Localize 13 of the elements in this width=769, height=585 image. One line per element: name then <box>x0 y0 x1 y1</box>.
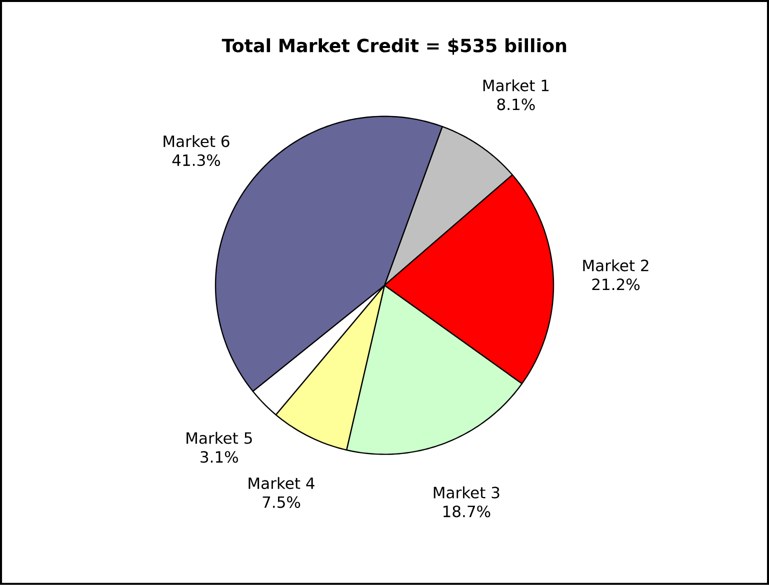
chart-title: Total Market Credit = $535 billion <box>222 38 566 55</box>
slice-label: Market 2 <box>583 259 648 272</box>
slice-label: Market 6 <box>164 135 230 148</box>
slice-label: Market 1 <box>483 79 549 92</box>
data-label: 21.2% <box>592 278 640 290</box>
data-label: 18.7% <box>443 506 490 518</box>
data-label: 3.1% <box>200 451 238 463</box>
slice-label: Market 3 <box>434 486 500 498</box>
slice-label: Market 4 <box>248 477 314 490</box>
data-label: 8.1% <box>497 98 535 110</box>
data-label: 7.5% <box>262 496 300 508</box>
data-label: 41.3% <box>172 154 220 166</box>
slice-label: Market 5 <box>186 432 252 444</box>
